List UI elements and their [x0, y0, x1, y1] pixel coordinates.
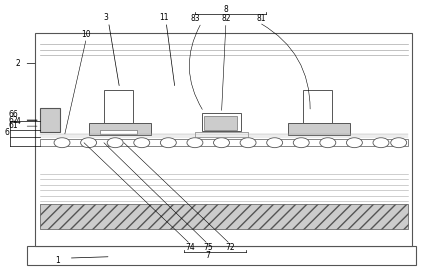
Circle shape: [373, 138, 389, 148]
Text: 81: 81: [256, 14, 266, 23]
Text: 74: 74: [186, 243, 195, 252]
Text: 10: 10: [82, 30, 91, 39]
Text: 4: 4: [15, 117, 20, 126]
Bar: [35, 33, 412, 246]
Circle shape: [160, 138, 176, 148]
Circle shape: [267, 138, 283, 148]
Circle shape: [320, 138, 336, 148]
Bar: [40, 108, 60, 132]
Text: 82: 82: [221, 14, 231, 23]
Text: 72: 72: [225, 243, 235, 252]
Bar: [303, 90, 332, 123]
Bar: [104, 90, 133, 123]
Text: 1: 1: [55, 256, 60, 265]
Text: 8: 8: [224, 5, 228, 14]
Circle shape: [134, 138, 150, 148]
Circle shape: [293, 138, 309, 148]
Circle shape: [391, 138, 407, 148]
Text: 62: 62: [8, 116, 18, 124]
Text: 75: 75: [203, 243, 213, 252]
Text: 2: 2: [16, 59, 20, 68]
Circle shape: [187, 138, 203, 148]
Text: 66: 66: [8, 110, 18, 119]
Circle shape: [54, 138, 70, 148]
Circle shape: [107, 138, 123, 148]
Text: 11: 11: [159, 14, 169, 22]
Bar: [89, 123, 151, 135]
Bar: [40, 139, 408, 146]
Text: 3: 3: [104, 14, 109, 22]
Text: 61: 61: [8, 121, 18, 130]
Text: 7: 7: [206, 251, 211, 260]
Circle shape: [81, 138, 97, 148]
Text: 6: 6: [4, 128, 9, 137]
Bar: [202, 113, 241, 131]
Bar: [27, 246, 416, 265]
Bar: [100, 130, 137, 134]
Bar: [288, 123, 350, 135]
Bar: [204, 116, 237, 130]
Bar: [195, 132, 248, 137]
Circle shape: [240, 138, 256, 148]
Text: 83: 83: [190, 14, 200, 23]
Bar: [40, 204, 408, 229]
Circle shape: [346, 138, 362, 148]
Circle shape: [214, 138, 229, 148]
